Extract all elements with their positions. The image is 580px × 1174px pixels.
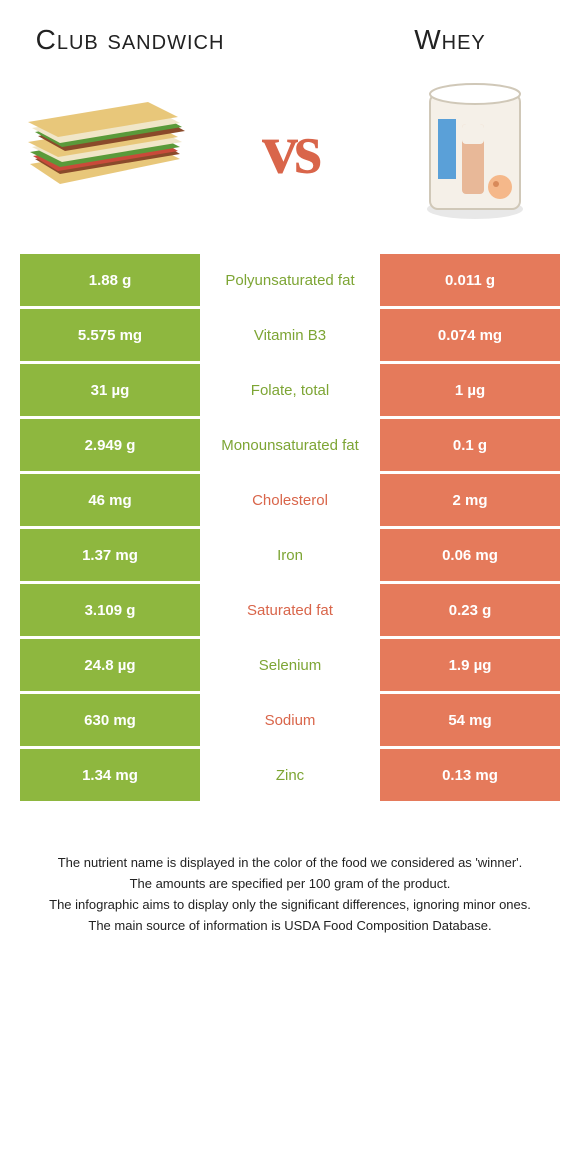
food2-value: 0.1 g (380, 419, 560, 474)
food1-title: Club sandwich (30, 25, 230, 54)
food1-value: 31 µg (20, 364, 200, 419)
nutrient-label: Sodium (200, 694, 380, 749)
nutrient-label: Folate, total (200, 364, 380, 419)
table-row: 1.88 gPolyunsaturated fat0.011 g (20, 254, 560, 309)
table-row: 3.109 gSaturated fat0.23 g (20, 584, 560, 639)
table-row: 2.949 gMonounsaturated fat0.1 g (20, 419, 560, 474)
footer-notes: The nutrient name is displayed in the co… (35, 854, 545, 937)
food1-value: 1.34 mg (20, 749, 200, 804)
food2-value: 0.23 g (380, 584, 560, 639)
food2-value: 54 mg (380, 694, 560, 749)
sandwich-icon (20, 69, 190, 229)
header-row: Club sandwich Whey (20, 0, 560, 64)
nutrient-label: Vitamin B3 (200, 309, 380, 364)
food2-value: 0.011 g (380, 254, 560, 309)
nutrient-label: Cholesterol (200, 474, 380, 529)
food2-value: 2 mg (380, 474, 560, 529)
food2-value: 0.074 mg (380, 309, 560, 364)
food1-image (20, 69, 190, 229)
nutrient-label: Selenium (200, 639, 380, 694)
table-row: 630 mgSodium54 mg (20, 694, 560, 749)
footer-line: The nutrient name is displayed in the co… (35, 854, 545, 873)
nutrient-table: 1.88 gPolyunsaturated fat0.011 g5.575 mg… (20, 254, 560, 804)
food1-value: 3.109 g (20, 584, 200, 639)
food1-value: 2.949 g (20, 419, 200, 474)
food1-value: 5.575 mg (20, 309, 200, 364)
food1-value: 1.88 g (20, 254, 200, 309)
food2-image (390, 69, 560, 229)
nutrient-label: Monounsaturated fat (200, 419, 380, 474)
images-row: vs (20, 64, 560, 254)
table-row: 24.8 µgSelenium1.9 µg (20, 639, 560, 694)
nutrient-label: Zinc (200, 749, 380, 804)
food2-title: Whey (350, 25, 550, 54)
food1-value: 630 mg (20, 694, 200, 749)
footer-line: The infographic aims to display only the… (35, 896, 545, 915)
nutrient-label: Saturated fat (200, 584, 380, 639)
nutrient-label: Polyunsaturated fat (200, 254, 380, 309)
table-row: 5.575 mgVitamin B30.074 mg (20, 309, 560, 364)
food1-value: 46 mg (20, 474, 200, 529)
footer-line: The amounts are specified per 100 gram o… (35, 875, 545, 894)
food2-value: 1 µg (380, 364, 560, 419)
vs-label: vs (262, 108, 318, 191)
table-row: 1.37 mgIron0.06 mg (20, 529, 560, 584)
food2-value: 0.06 mg (380, 529, 560, 584)
table-row: 1.34 mgZinc0.13 mg (20, 749, 560, 804)
food1-value: 1.37 mg (20, 529, 200, 584)
whey-icon (390, 69, 560, 229)
food1-value: 24.8 µg (20, 639, 200, 694)
food2-value: 1.9 µg (380, 639, 560, 694)
table-row: 31 µgFolate, total1 µg (20, 364, 560, 419)
food2-value: 0.13 mg (380, 749, 560, 804)
table-row: 46 mgCholesterol2 mg (20, 474, 560, 529)
footer-line: The main source of information is USDA F… (35, 917, 545, 936)
nutrient-label: Iron (200, 529, 380, 584)
